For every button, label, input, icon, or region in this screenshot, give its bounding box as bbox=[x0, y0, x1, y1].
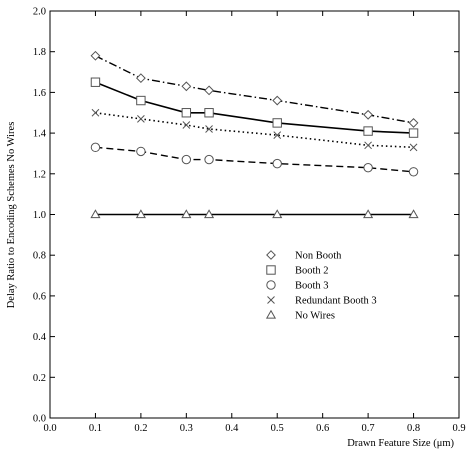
y-tick-label: 0.8 bbox=[33, 251, 46, 262]
series-booth-3 bbox=[90, 142, 419, 177]
series-line bbox=[95, 81, 414, 134]
x-tick-label: 0.2 bbox=[134, 423, 147, 434]
data-point bbox=[136, 146, 146, 157]
data-point bbox=[408, 167, 419, 177]
data-point bbox=[181, 108, 192, 118]
legend-label: Redundant Booth 3 bbox=[295, 296, 377, 307]
legend-label: Booth 3 bbox=[295, 281, 329, 292]
y-tick-label: 2.0 bbox=[33, 7, 46, 18]
data-point bbox=[181, 81, 192, 92]
series-booth-2 bbox=[90, 77, 419, 138]
data-point bbox=[363, 162, 373, 173]
data-point bbox=[91, 108, 100, 117]
data-point bbox=[204, 85, 214, 96]
legend-label: No Wires bbox=[295, 311, 335, 322]
data-point bbox=[363, 126, 373, 136]
data-point bbox=[272, 158, 282, 169]
data-point bbox=[363, 109, 374, 120]
data-point bbox=[182, 121, 191, 129]
data-point bbox=[90, 50, 101, 61]
y-tick-label: 1.2 bbox=[33, 169, 46, 180]
data-point bbox=[272, 209, 283, 219]
legend-marker bbox=[266, 265, 276, 275]
x-tick-label: 0.0 bbox=[43, 423, 56, 434]
data-point bbox=[205, 125, 213, 133]
data-point bbox=[272, 95, 283, 106]
data-point bbox=[204, 108, 214, 118]
legend-marker bbox=[266, 250, 276, 260]
y-tick-label: 1.8 bbox=[33, 47, 46, 58]
y-tick-label: 0.0 bbox=[33, 414, 46, 425]
legend-marker bbox=[267, 296, 275, 304]
y-axis-label: Delay Ratio to Encoding Schemes No Wires bbox=[6, 122, 17, 309]
y-tick-label: 1.6 bbox=[33, 88, 46, 99]
data-point bbox=[181, 154, 192, 165]
x-tick-label: 0.4 bbox=[225, 423, 239, 434]
axes: 0.0 0.1 0.2 0.3 0.4 0.5 0.6 0.7 0.8 0.9 0.0 0.2 0.4 0… bbox=[33, 7, 466, 435]
data-point bbox=[90, 209, 101, 219]
data-point bbox=[363, 209, 374, 219]
data-point bbox=[408, 128, 419, 138]
data-point bbox=[364, 141, 372, 150]
series-redundant-booth-3 bbox=[91, 108, 418, 152]
x-tick-label: 0.5 bbox=[271, 423, 284, 434]
x-tick-label: 0.7 bbox=[362, 423, 375, 434]
data-point bbox=[408, 209, 419, 219]
y-tick-label: 1.0 bbox=[33, 210, 46, 221]
legend-label: Non Booth bbox=[295, 251, 342, 262]
legend-marker bbox=[266, 280, 276, 290]
legend-label: Booth 2 bbox=[295, 266, 329, 277]
data-point bbox=[90, 142, 101, 153]
x-tick-label: 0.6 bbox=[316, 423, 329, 434]
data-point bbox=[90, 77, 101, 87]
x-tick-label: 0.3 bbox=[180, 423, 193, 434]
x-tick-label: 0.8 bbox=[407, 423, 420, 434]
data-point bbox=[181, 209, 192, 219]
data-point bbox=[204, 154, 214, 165]
x-tick-label: 0.9 bbox=[452, 423, 465, 434]
y-tick-label: 0.4 bbox=[33, 332, 47, 343]
x-tick-label: 0.1 bbox=[89, 423, 102, 434]
data-point bbox=[137, 115, 145, 123]
series-non-booth bbox=[90, 50, 419, 128]
series-group bbox=[90, 50, 419, 219]
legend: Non Booth Booth 2 Booth 3 Redundant Booth 3… bbox=[265, 250, 377, 322]
y-tick-label: 0.2 bbox=[33, 373, 46, 384]
legend-marker bbox=[265, 309, 277, 319]
y-tick-label: 1.4 bbox=[33, 129, 47, 140]
data-point bbox=[408, 118, 419, 128]
data-point bbox=[272, 118, 282, 128]
data-point bbox=[273, 131, 282, 139]
y-tick-label: 0.6 bbox=[33, 291, 46, 302]
series-no-wires bbox=[90, 209, 419, 219]
data-point bbox=[136, 95, 146, 106]
data-point bbox=[135, 73, 146, 84]
data-point bbox=[409, 143, 418, 152]
x-axis-label: Drawn Feature Size (μm) bbox=[347, 438, 454, 449]
data-point bbox=[203, 209, 215, 219]
data-point bbox=[135, 209, 146, 219]
